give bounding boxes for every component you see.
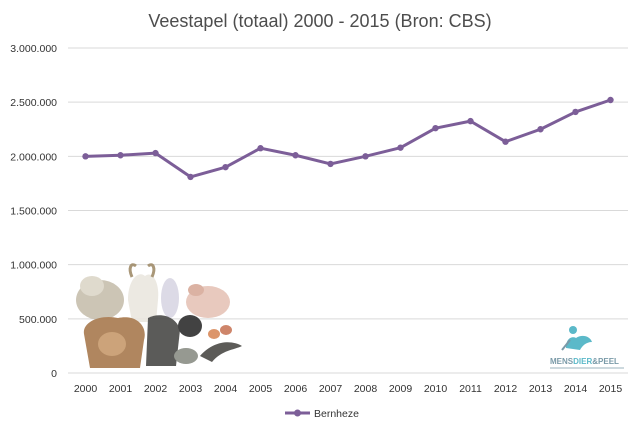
series-line [84, 98, 612, 179]
y-tick-label: 0 [51, 368, 57, 380]
data-point[interactable] [537, 126, 544, 133]
y-tick-label: 2.500.000 [10, 97, 57, 109]
data-point[interactable] [82, 153, 89, 160]
data-point[interactable] [467, 117, 474, 125]
x-tick-label: 2006 [284, 383, 308, 395]
data-point[interactable] [432, 124, 439, 132]
farm-animals-collage-icon [76, 263, 242, 368]
series-bernheze [82, 96, 614, 181]
x-tick-label: 2008 [354, 383, 378, 395]
data-point[interactable] [572, 108, 579, 116]
x-tick-label: 2009 [389, 383, 413, 395]
y-tick-label: 3.000.000 [10, 43, 57, 55]
person-with-animal-icon [561, 326, 592, 351]
data-point[interactable] [397, 144, 404, 151]
data-point[interactable] [292, 152, 299, 159]
data-point[interactable] [327, 160, 334, 168]
x-axis-labels: 2000 2001 2002 2003 2004 2005 2006 2007 2008 2009… [74, 383, 623, 395]
x-tick-label: 2007 [319, 383, 343, 395]
data-point[interactable] [152, 149, 159, 157]
x-tick-label: 2012 [494, 383, 518, 395]
y-tick-label: 1.500.000 [10, 206, 57, 218]
data-point[interactable] [222, 163, 229, 171]
x-tick-label: 2003 [179, 383, 203, 395]
data-point[interactable] [607, 96, 614, 104]
x-tick-label: 2001 [109, 383, 133, 395]
chart-title: Veestapel (totaal) 2000 - 2015 (Bron: CB… [148, 11, 491, 31]
y-tick-label: 1.000.000 [10, 260, 57, 272]
x-tick-label: 2000 [74, 383, 98, 395]
x-tick-label: 2011 [459, 383, 482, 395]
y-axis-labels: 0 500.000 1.000.000 1.500.000 2.000.000 2.500… [10, 43, 57, 380]
legend-label: Bernheze [314, 408, 359, 420]
brand-logo: MENSDIER&PEEL [550, 326, 624, 369]
data-point[interactable] [502, 138, 509, 145]
y-tick-label: 500.000 [19, 314, 57, 326]
brand-name: MENSDIER&PEEL [550, 357, 619, 366]
x-tick-label: 2010 [424, 383, 448, 395]
x-tick-label: 2013 [529, 383, 553, 395]
legend[interactable]: Bernheze [285, 408, 359, 420]
x-tick-label: 2014 [564, 383, 588, 395]
x-tick-label: 2015 [599, 383, 623, 395]
data-point[interactable] [257, 145, 264, 152]
data-point[interactable] [187, 173, 194, 181]
legend-point-marker [294, 409, 301, 417]
data-point[interactable] [362, 153, 369, 160]
y-tick-label: 2.000.000 [10, 151, 57, 163]
x-tick-label: 2004 [214, 383, 238, 395]
x-tick-label: 2005 [249, 383, 273, 395]
x-tick-label: 2002 [144, 383, 168, 395]
data-point[interactable] [117, 152, 124, 159]
